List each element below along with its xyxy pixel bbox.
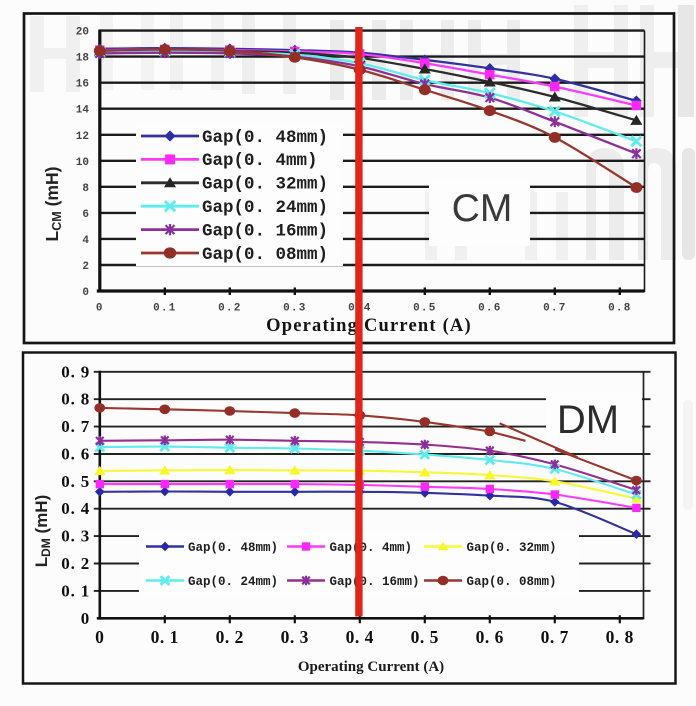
svg-text:0: 0 (82, 287, 89, 299)
svg-text:Gap(0. 4mm): Gap(0. 4mm) (330, 541, 413, 555)
svg-text:0.8: 0.8 (608, 303, 631, 315)
svg-text:10: 10 (76, 157, 89, 169)
svg-text:Gap(0. 24mm): Gap(0. 24mm) (188, 575, 278, 589)
svg-text:0. 2: 0. 2 (61, 554, 90, 573)
svg-text:12: 12 (76, 131, 89, 143)
svg-text:0.6: 0.6 (478, 303, 501, 315)
svg-text:0. 3: 0. 3 (281, 627, 309, 647)
svg-text:Gap(0. 4mm): Gap(0. 4mm) (202, 151, 318, 171)
svg-text:16: 16 (76, 79, 89, 91)
svg-text:4: 4 (82, 235, 89, 247)
svg-text:Gap(0. 16mm): Gap(0. 16mm) (330, 575, 420, 589)
svg-text:0. 8: 0. 8 (61, 390, 90, 409)
svg-text:0.7: 0.7 (543, 303, 566, 315)
svg-text:0.2: 0.2 (218, 303, 241, 315)
svg-text:6: 6 (82, 209, 89, 221)
svg-text:0. 4: 0. 4 (61, 499, 90, 518)
svg-text:0. 6: 0. 6 (476, 627, 504, 647)
svg-text:0. 4: 0. 4 (346, 627, 374, 647)
svg-text:8: 8 (82, 183, 89, 195)
svg-text:14: 14 (76, 105, 90, 117)
svg-text:Operating Current (A): Operating Current (A) (298, 659, 444, 675)
svg-text:0. 7: 0. 7 (541, 627, 569, 647)
svg-text:0. 2: 0. 2 (216, 627, 244, 647)
svg-text:0. 6: 0. 6 (61, 445, 90, 464)
svg-text:0.1: 0.1 (153, 303, 176, 315)
svg-text:Gap(0. 48mm): Gap(0. 48mm) (188, 541, 278, 555)
svg-text:20: 20 (76, 27, 89, 39)
svg-text:0. 9: 0. 9 (61, 362, 90, 381)
svg-text:0. 5: 0. 5 (411, 627, 439, 647)
svg-text:2: 2 (82, 261, 89, 273)
svg-text:DM: DM (557, 398, 619, 442)
svg-text:0. 1: 0. 1 (61, 581, 90, 600)
svg-text:0. 7: 0. 7 (61, 417, 90, 436)
svg-text:Gap(0. 24mm): Gap(0. 24mm) (202, 198, 328, 218)
svg-text:Gap(0. 32mm): Gap(0. 32mm) (202, 175, 328, 195)
svg-text:0.5: 0.5 (413, 303, 436, 315)
svg-text:CM: CM (452, 187, 513, 230)
svg-text:18: 18 (76, 53, 90, 65)
svg-text:Gap(0. 48mm): Gap(0. 48mm) (202, 128, 328, 148)
svg-text:Gap(0. 32mm): Gap(0. 32mm) (467, 541, 557, 555)
svg-text:0.3: 0.3 (283, 303, 306, 315)
svg-text:Gap(0. 16mm): Gap(0. 16mm) (202, 221, 328, 241)
svg-text:0. 5: 0. 5 (61, 472, 90, 491)
svg-text:LDM (mH): LDM (mH) (32, 495, 53, 568)
svg-text:0. 8: 0. 8 (606, 627, 634, 647)
svg-text:0. 1: 0. 1 (151, 627, 179, 647)
svg-text:0: 0 (95, 627, 104, 647)
svg-text:0: 0 (81, 609, 90, 628)
svg-text:Gap(0. 08mm): Gap(0. 08mm) (202, 245, 328, 265)
svg-text:Gap(0. 08mm): Gap(0. 08mm) (467, 575, 557, 589)
svg-text:0. 3: 0. 3 (61, 527, 90, 546)
svg-text:Operating Current (A): Operating Current (A) (266, 316, 472, 336)
svg-text:0: 0 (96, 303, 104, 315)
